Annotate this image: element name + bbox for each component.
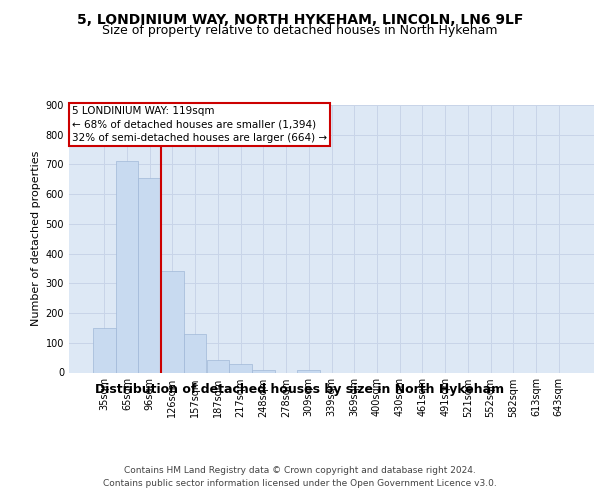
Text: 5 LONDINIUM WAY: 119sqm
← 68% of detached houses are smaller (1,394)
32% of semi: 5 LONDINIUM WAY: 119sqm ← 68% of detache… [71, 106, 327, 142]
Text: Contains HM Land Registry data © Crown copyright and database right 2024.
Contai: Contains HM Land Registry data © Crown c… [103, 466, 497, 487]
Bar [206, 360, 229, 372]
Text: Size of property relative to detached houses in North Hykeham: Size of property relative to detached ho… [102, 24, 498, 37]
Y-axis label: Number of detached properties: Number of detached properties [31, 151, 41, 326]
Bar [298, 370, 320, 372]
Bar [93, 328, 116, 372]
Bar [184, 334, 206, 372]
Bar [229, 364, 252, 372]
Text: 5, LONDINIUM WAY, NORTH HYKEHAM, LINCOLN, LN6 9LF: 5, LONDINIUM WAY, NORTH HYKEHAM, LINCOLN… [77, 12, 523, 26]
Bar [252, 370, 275, 372]
Bar [116, 162, 139, 372]
Bar [161, 272, 184, 372]
Bar [139, 178, 161, 372]
Text: Distribution of detached houses by size in North Hykeham: Distribution of detached houses by size … [95, 382, 505, 396]
